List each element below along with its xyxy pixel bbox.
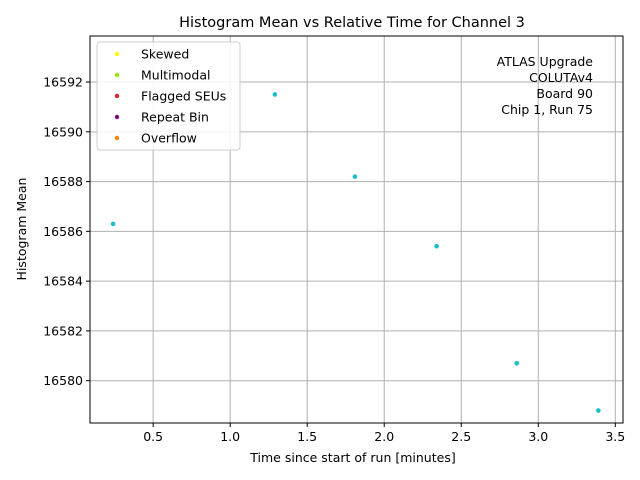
legend-marker (114, 72, 120, 78)
data-points (110, 92, 601, 413)
x-axis-label: Time since start of run [minutes] (249, 450, 455, 465)
chart-title: Histogram Mean vs Relative Time for Chan… (179, 15, 525, 31)
y-tick-label: 16582 (43, 323, 83, 338)
x-tick-label: 1.5 (297, 429, 317, 444)
y-axis-label: Histogram Mean (14, 178, 29, 281)
grid (90, 36, 623, 423)
data-point (352, 174, 358, 179)
legend-box (96, 41, 241, 151)
y-axis: 16580 16582 16584 16586 16588 16590 16592 (43, 75, 90, 388)
data-point (110, 221, 116, 227)
data-point (514, 360, 520, 366)
x-tick-label: 3.0 (528, 429, 548, 444)
legend-label: Skewed (141, 47, 189, 62)
y-tick-label: 16580 (43, 373, 83, 388)
data-point (434, 243, 439, 249)
plot-area (89, 35, 624, 424)
y-tick-label: 16592 (43, 75, 83, 90)
legend-marker (114, 51, 120, 57)
y-tick-label: 16584 (43, 274, 83, 289)
x-axis: 0.5 1.0 1.5 2.0 2.5 3.0 3.5 (143, 423, 625, 444)
legend-label: Flagged SEUs (141, 89, 226, 104)
annotation-line: ATLAS Upgrade (497, 54, 594, 69)
annotation-line: Chip 1, Run 75 (501, 102, 593, 117)
legend-marker (114, 114, 120, 120)
legend-marker (114, 93, 120, 99)
annotation-line: Board 90 (536, 86, 593, 101)
legend-label: Overflow (141, 131, 197, 146)
legend-label: Multimodal (141, 68, 210, 83)
legend: Skewed Multimodal Flagged SEUs Repeat Bin Ov… (96, 41, 241, 151)
x-tick-label: 2.0 (374, 429, 394, 444)
x-tick-label: 1.0 (220, 429, 240, 444)
data-point (596, 408, 601, 413)
data-point (272, 92, 278, 97)
y-tick-label: 16588 (43, 174, 83, 189)
x-tick-label: 0.5 (143, 429, 163, 444)
y-tick-label: 16586 (43, 224, 83, 239)
x-tick-label: 2.5 (451, 429, 471, 444)
y-tick-label: 16590 (43, 124, 83, 139)
legend-marker (114, 135, 120, 141)
legend-label: Repeat Bin (141, 110, 209, 125)
annotation-line: COLUTAv4 (529, 70, 593, 85)
x-tick-label: 3.5 (605, 429, 625, 444)
